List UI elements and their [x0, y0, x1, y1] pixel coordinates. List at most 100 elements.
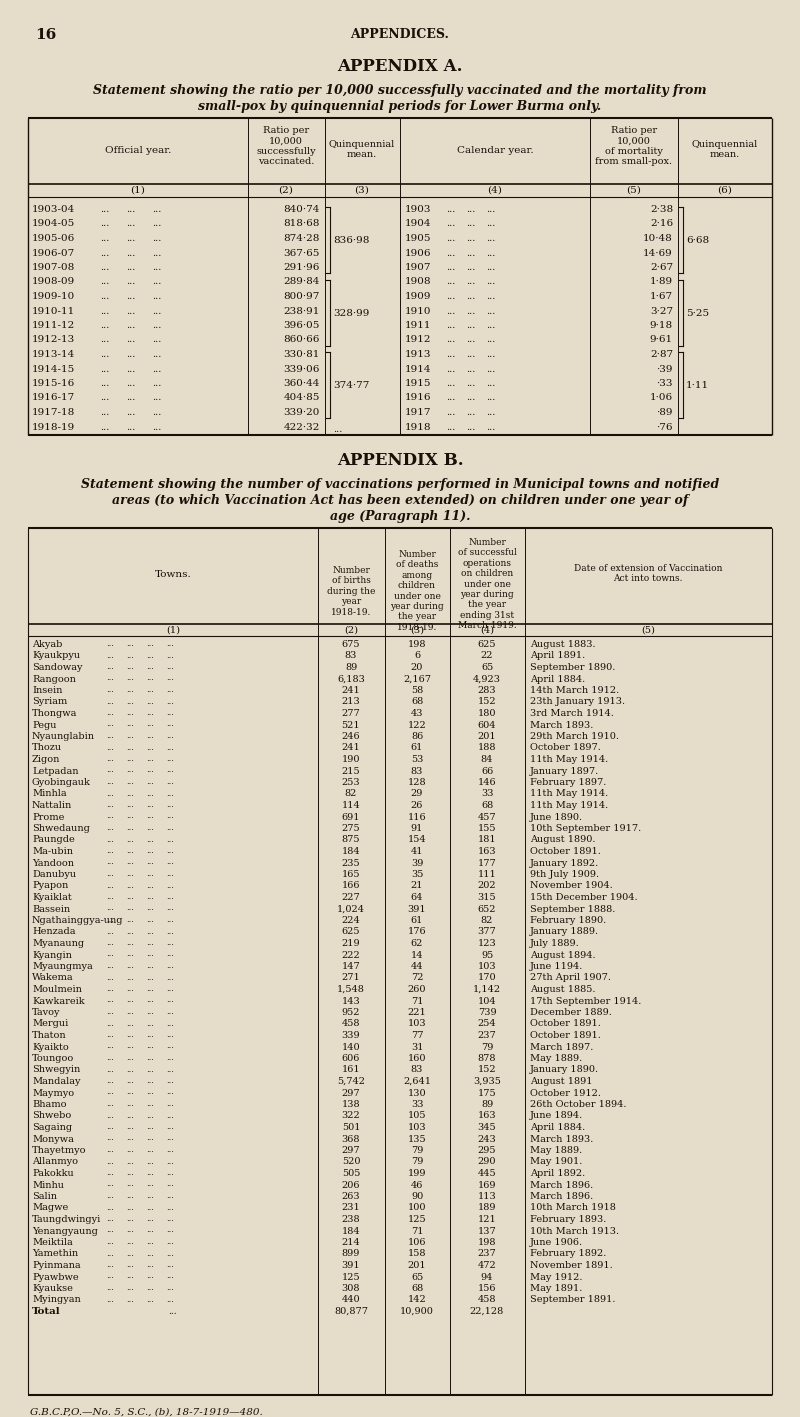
Text: ...: ... — [486, 336, 495, 344]
Text: 339·06: 339·06 — [284, 364, 320, 374]
Text: ...: ... — [126, 1158, 134, 1166]
Text: ...: ... — [106, 836, 114, 843]
Text: 339·20: 339·20 — [284, 408, 320, 417]
Text: ...: ... — [126, 778, 134, 786]
Text: Taungdwingyi: Taungdwingyi — [32, 1214, 102, 1224]
Text: 1910: 1910 — [405, 306, 431, 316]
Text: 253: 253 — [342, 778, 360, 786]
Text: 1913: 1913 — [405, 350, 431, 359]
Text: ...: ... — [126, 1238, 134, 1246]
Text: ...: ... — [466, 336, 475, 344]
Text: ...: ... — [146, 1100, 154, 1108]
Text: 367·65: 367·65 — [284, 248, 320, 258]
Text: Myanaung: Myanaung — [32, 939, 84, 948]
Text: ...: ... — [446, 278, 455, 286]
Text: ...: ... — [126, 767, 134, 775]
Text: ...: ... — [106, 973, 114, 982]
Text: 39: 39 — [411, 859, 423, 867]
Text: ...: ... — [166, 1158, 174, 1166]
Text: ...: ... — [446, 394, 455, 402]
Text: 46: 46 — [411, 1180, 423, 1189]
Text: age (Paragraph 11).: age (Paragraph 11). — [330, 510, 470, 523]
Text: Thozu: Thozu — [32, 744, 62, 752]
Text: 9·18: 9·18 — [650, 322, 673, 330]
Text: ...: ... — [166, 1019, 174, 1027]
Text: August 1890.: August 1890. — [530, 836, 595, 845]
Text: 89: 89 — [345, 663, 357, 672]
Text: Thongwa: Thongwa — [32, 708, 78, 718]
Text: Kyaikto: Kyaikto — [32, 1043, 69, 1051]
Text: Danubyu: Danubyu — [32, 870, 76, 879]
Text: ...: ... — [486, 292, 495, 300]
Text: ...: ... — [126, 870, 134, 879]
Text: 125: 125 — [342, 1272, 360, 1281]
Text: 289·84: 289·84 — [284, 278, 320, 286]
Text: 14th March 1912.: 14th March 1912. — [530, 686, 619, 694]
Text: (6): (6) — [718, 186, 733, 196]
Text: ...: ... — [166, 744, 174, 751]
Text: ...: ... — [146, 1192, 154, 1200]
Text: 458: 458 — [342, 1019, 360, 1029]
Text: ...: ... — [100, 378, 110, 388]
Text: ...: ... — [126, 1135, 134, 1142]
Text: 140: 140 — [342, 1043, 360, 1051]
Text: 291·96: 291·96 — [284, 264, 320, 272]
Text: January 1892.: January 1892. — [530, 859, 599, 867]
Text: 163: 163 — [478, 1111, 496, 1121]
Text: ...: ... — [100, 306, 110, 316]
Text: 237: 237 — [478, 1032, 496, 1040]
Text: 163: 163 — [478, 847, 496, 856]
Text: 224: 224 — [342, 915, 360, 925]
Text: Date of extension of Vaccination
Act into towns.: Date of extension of Vaccination Act int… — [574, 564, 722, 584]
Text: Allanmyo: Allanmyo — [32, 1158, 78, 1166]
Text: ...: ... — [106, 870, 114, 879]
Text: ...: ... — [146, 801, 154, 809]
Text: ...: ... — [106, 1124, 114, 1131]
Text: Wakema: Wakema — [32, 973, 74, 982]
Text: Total: Total — [32, 1306, 61, 1316]
Text: ...: ... — [126, 1203, 134, 1212]
Text: 625: 625 — [478, 640, 496, 649]
Text: 3rd March 1914.: 3rd March 1914. — [530, 708, 614, 718]
Text: 1914-15: 1914-15 — [32, 364, 75, 374]
Text: Myingyan: Myingyan — [32, 1295, 81, 1305]
Text: Thaton: Thaton — [32, 1032, 66, 1040]
Text: Kyangin: Kyangin — [32, 951, 72, 959]
Text: 22,128: 22,128 — [470, 1306, 504, 1316]
Text: ...: ... — [106, 1066, 114, 1074]
Text: ...: ... — [100, 292, 110, 300]
Text: ...: ... — [126, 1066, 134, 1074]
Text: ...: ... — [126, 697, 134, 706]
Text: ...: ... — [106, 1111, 114, 1119]
Text: ...: ... — [146, 1180, 154, 1189]
Text: (5): (5) — [626, 186, 642, 196]
Text: ...: ... — [126, 364, 135, 374]
Text: ...: ... — [126, 322, 135, 330]
Text: ...: ... — [466, 322, 475, 330]
Text: Number
of births
during the
year
1918-19.: Number of births during the year 1918-19… — [327, 565, 375, 616]
Text: ...: ... — [486, 205, 495, 214]
Text: 198: 198 — [478, 1238, 496, 1247]
Text: 83: 83 — [411, 1066, 423, 1074]
Text: 77: 77 — [410, 1032, 423, 1040]
Text: 111: 111 — [478, 870, 496, 879]
Text: 35: 35 — [411, 870, 423, 879]
Text: ...: ... — [166, 663, 174, 672]
Text: 227: 227 — [342, 893, 360, 903]
Text: Akyab: Akyab — [32, 640, 62, 649]
Text: ...: ... — [146, 720, 154, 728]
Text: Ma-ubin: Ma-ubin — [32, 847, 73, 856]
Text: 739: 739 — [478, 1007, 496, 1017]
Text: 1915: 1915 — [405, 378, 431, 388]
Text: ...: ... — [106, 744, 114, 751]
Text: ...: ... — [146, 708, 154, 717]
Text: April 1891.: April 1891. — [530, 652, 586, 660]
Text: ...: ... — [106, 881, 114, 890]
Text: ...: ... — [106, 789, 114, 798]
Text: Bassein: Bassein — [32, 904, 70, 914]
Text: November 1891.: November 1891. — [530, 1261, 613, 1270]
Text: ...: ... — [126, 755, 134, 762]
Text: 94: 94 — [481, 1272, 493, 1281]
Text: small-pox by quinquennial periods for Lower Burma only.: small-pox by quinquennial periods for Lo… — [198, 101, 602, 113]
Text: Myaungmya: Myaungmya — [32, 962, 93, 971]
